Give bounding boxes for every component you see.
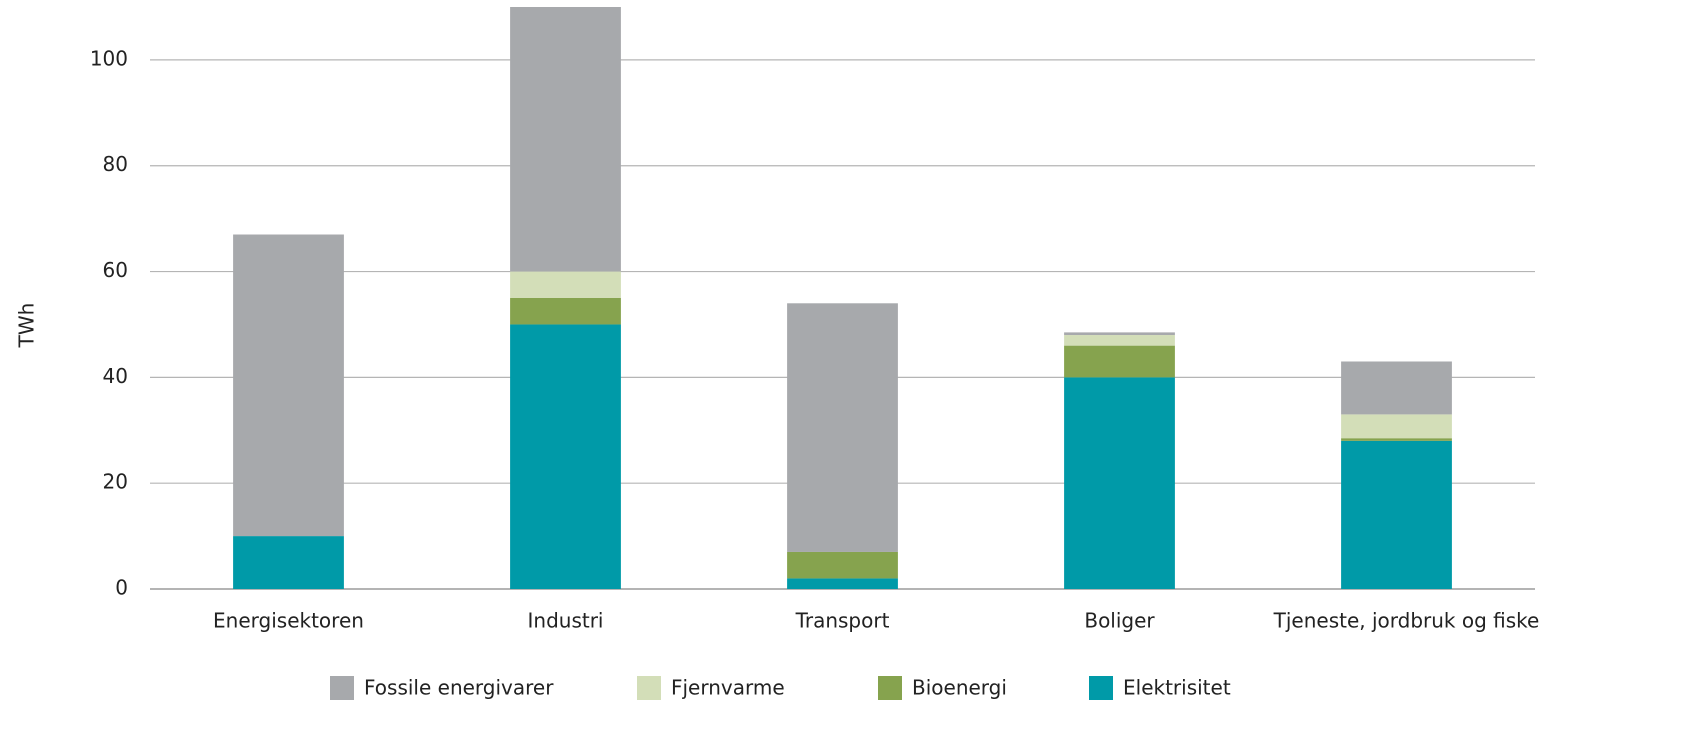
y-tick-label: 60 bbox=[103, 258, 128, 282]
bar-segment bbox=[1341, 361, 1452, 415]
x-tick-label: Industri bbox=[528, 609, 604, 633]
y-tick-label: 80 bbox=[103, 152, 128, 176]
bar-segment bbox=[510, 7, 621, 272]
bar-segment bbox=[787, 578, 898, 589]
legend-swatch bbox=[878, 676, 902, 700]
y-tick-label: 20 bbox=[103, 470, 128, 494]
bar-segment bbox=[510, 271, 621, 298]
bar-segment bbox=[787, 551, 898, 579]
y-tick-label: 40 bbox=[103, 364, 128, 388]
bar-segment bbox=[510, 324, 621, 589]
x-tick-label: Boliger bbox=[1084, 609, 1155, 633]
y-tick-label: 0 bbox=[115, 576, 128, 600]
x-tick-label: Energisektoren bbox=[213, 609, 364, 633]
bar-segment bbox=[233, 536, 344, 589]
bar-segment bbox=[1064, 377, 1175, 589]
bar-segment bbox=[1341, 440, 1452, 589]
legend-label: Fossile energivarer bbox=[364, 676, 554, 700]
bar-segment bbox=[1064, 332, 1175, 336]
x-tick-label: Transport bbox=[795, 609, 890, 633]
legend-label: Fjernvarme bbox=[671, 676, 785, 700]
legend-swatch bbox=[330, 676, 354, 700]
y-axis-label: TWh bbox=[15, 303, 39, 349]
legend-swatch bbox=[637, 676, 661, 700]
legend-swatch bbox=[1089, 676, 1113, 700]
legend-label: Bioenergi bbox=[912, 676, 1007, 700]
bar-segment bbox=[1064, 345, 1175, 378]
legend-label: Elektrisitet bbox=[1123, 676, 1231, 700]
bar-segment bbox=[233, 234, 344, 537]
bar-segment bbox=[510, 298, 621, 325]
bar-segment bbox=[1341, 414, 1452, 439]
bar-segment bbox=[787, 303, 898, 552]
bar-segment bbox=[1341, 438, 1452, 441]
bar-segment bbox=[1064, 335, 1175, 346]
x-tick-label: Tjeneste, jordbruk og fiske bbox=[1273, 609, 1540, 633]
y-tick-label: 100 bbox=[90, 46, 128, 70]
